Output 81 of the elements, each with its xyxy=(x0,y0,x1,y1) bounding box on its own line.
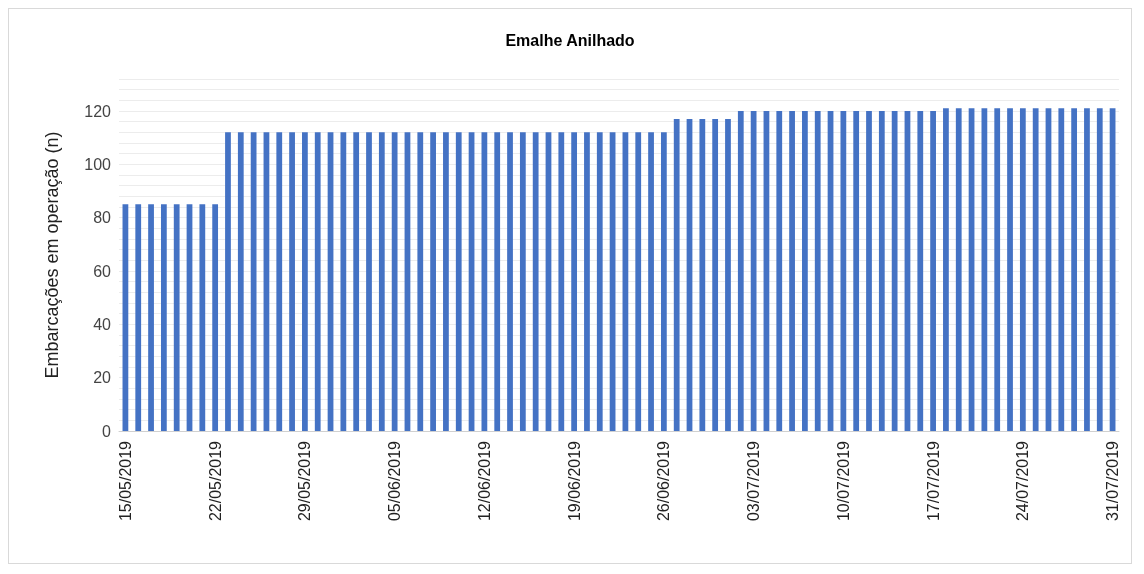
bar xyxy=(994,108,1001,431)
bar xyxy=(558,132,565,431)
bar xyxy=(225,132,231,431)
bar xyxy=(199,204,206,431)
bar xyxy=(173,204,180,431)
bar xyxy=(443,132,449,431)
bar xyxy=(135,204,142,431)
bar xyxy=(1058,108,1065,431)
bar xyxy=(302,132,308,431)
y-tick-label: 20 xyxy=(93,369,112,387)
bar xyxy=(378,132,385,431)
x-tick-label: 17/07/2019 xyxy=(924,440,942,522)
bar xyxy=(276,132,283,431)
bar xyxy=(148,204,154,431)
y-tick-label: 40 xyxy=(93,315,112,333)
bar xyxy=(750,111,757,431)
bar xyxy=(930,111,936,431)
bar xyxy=(391,132,398,431)
y-tick-label: 60 xyxy=(93,262,112,280)
bar xyxy=(1084,108,1090,431)
bar xyxy=(366,132,372,431)
chart-title: Emalhe Anilhado xyxy=(505,31,635,49)
bar xyxy=(1032,108,1039,431)
bar xyxy=(789,111,795,431)
bar xyxy=(699,119,706,431)
bar xyxy=(840,111,847,431)
bar xyxy=(430,132,436,431)
bar xyxy=(943,108,949,431)
y-tick-label: 120 xyxy=(84,102,112,120)
bar xyxy=(507,132,513,431)
bar xyxy=(917,111,924,431)
x-tick-label: 29/05/2019 xyxy=(296,440,314,522)
bar xyxy=(802,111,808,431)
bar xyxy=(878,111,885,431)
bar xyxy=(596,132,603,431)
x-tick-label: 10/07/2019 xyxy=(834,440,852,522)
bar xyxy=(712,119,719,431)
bar xyxy=(340,132,347,431)
y-tick-label: 80 xyxy=(93,209,112,227)
bar xyxy=(673,119,680,431)
bar xyxy=(417,132,424,431)
bar xyxy=(1019,108,1026,431)
x-tick-label: 22/05/2019 xyxy=(206,440,224,522)
bar xyxy=(289,132,295,431)
bar xyxy=(1071,108,1078,431)
bar xyxy=(955,108,962,431)
x-tick-label: 19/06/2019 xyxy=(565,440,583,522)
y-axis-title: Embarcações em operação (n) xyxy=(42,131,62,379)
bar xyxy=(237,132,244,431)
y-tick-label: 100 xyxy=(84,155,112,173)
bar xyxy=(648,132,654,431)
bar xyxy=(866,111,872,431)
bar xyxy=(737,111,744,431)
x-tick-label: 03/07/2019 xyxy=(745,440,763,522)
bar xyxy=(1007,108,1013,431)
x-tick-label: 05/06/2019 xyxy=(386,440,404,522)
bar xyxy=(584,132,590,431)
bar xyxy=(314,132,321,431)
bar xyxy=(635,132,642,431)
bar xyxy=(250,132,257,431)
bar xyxy=(660,132,667,431)
bar xyxy=(519,132,526,431)
x-tick-label: 26/06/2019 xyxy=(655,440,673,522)
bar xyxy=(814,111,821,431)
bar xyxy=(853,111,860,431)
bar xyxy=(494,132,501,431)
y-tick-label: 0 xyxy=(102,422,112,440)
bar xyxy=(571,132,578,431)
x-tick-label: 24/07/2019 xyxy=(1014,440,1032,522)
x-tick-label: 31/07/2019 xyxy=(1104,440,1122,522)
bar xyxy=(891,111,898,431)
bar xyxy=(353,132,360,431)
bar xyxy=(455,132,462,431)
x-tick-label: 12/06/2019 xyxy=(475,440,493,522)
bar xyxy=(212,204,219,431)
bar xyxy=(725,119,731,431)
bar xyxy=(1096,108,1103,431)
bar xyxy=(532,132,539,431)
bar xyxy=(776,111,783,431)
x-tick-label: 15/05/2019 xyxy=(116,440,134,522)
bar xyxy=(160,204,167,431)
